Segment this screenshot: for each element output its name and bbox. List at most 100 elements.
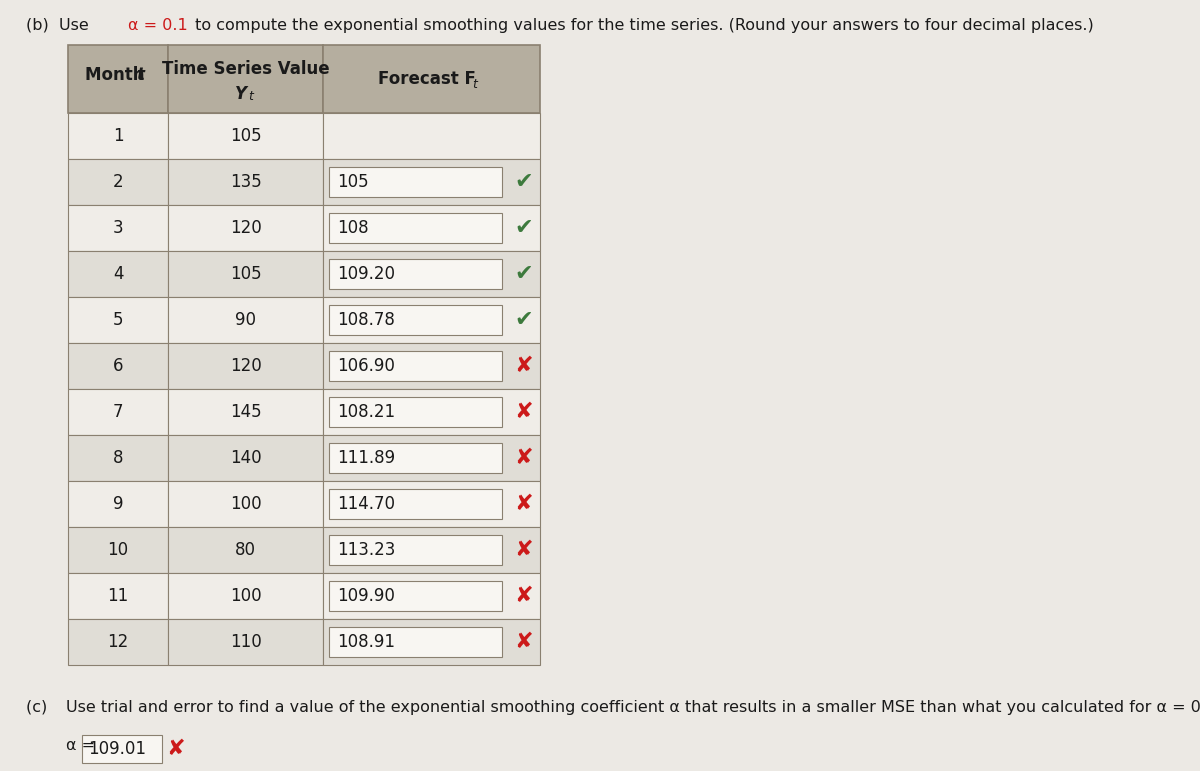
- Text: Forecast F: Forecast F: [378, 70, 475, 88]
- Bar: [82, 735, 162, 763]
- Text: t: t: [136, 66, 144, 84]
- Text: ✔: ✔: [515, 310, 533, 330]
- Bar: [168, 205, 323, 251]
- Text: 10: 10: [108, 541, 128, 559]
- Bar: [168, 389, 323, 435]
- Bar: [168, 435, 323, 481]
- Bar: [68, 389, 168, 435]
- Bar: [168, 251, 323, 297]
- Text: 2: 2: [113, 173, 124, 191]
- Bar: [323, 159, 540, 205]
- Text: 5: 5: [113, 311, 124, 329]
- Text: 108.91: 108.91: [337, 633, 395, 651]
- Text: 120: 120: [229, 357, 262, 375]
- Text: ✘: ✘: [515, 494, 533, 514]
- Bar: [329, 259, 502, 289]
- Bar: [168, 481, 323, 527]
- Text: 90: 90: [235, 311, 256, 329]
- Bar: [323, 435, 540, 481]
- Text: ✔: ✔: [515, 264, 533, 284]
- Text: ✘: ✘: [515, 402, 533, 422]
- Bar: [168, 45, 323, 113]
- Text: 111.89: 111.89: [337, 449, 395, 467]
- Bar: [68, 573, 168, 619]
- Text: Time Series Value: Time Series Value: [162, 60, 329, 78]
- Text: α =: α =: [66, 738, 101, 753]
- Bar: [329, 351, 502, 381]
- Text: to compute the exponential smoothing values for the time series. (Round your ans: to compute the exponential smoothing val…: [190, 18, 1093, 33]
- Bar: [329, 397, 502, 427]
- Bar: [323, 389, 540, 435]
- Text: 109.90: 109.90: [337, 587, 395, 605]
- Text: 105: 105: [337, 173, 368, 191]
- Text: t: t: [472, 78, 476, 90]
- Bar: [329, 535, 502, 565]
- Text: 108: 108: [337, 219, 368, 237]
- Text: α = 0.1: α = 0.1: [128, 18, 188, 33]
- Bar: [329, 167, 502, 197]
- Text: 108.78: 108.78: [337, 311, 395, 329]
- Bar: [168, 619, 323, 665]
- Bar: [168, 573, 323, 619]
- Bar: [323, 45, 540, 113]
- Bar: [68, 113, 168, 159]
- Text: 108.21: 108.21: [337, 403, 395, 421]
- Bar: [68, 527, 168, 573]
- Text: 145: 145: [229, 403, 262, 421]
- Text: 105: 105: [229, 127, 262, 145]
- Bar: [68, 481, 168, 527]
- Text: ✘: ✘: [167, 739, 185, 759]
- Text: 105: 105: [229, 265, 262, 283]
- Bar: [168, 297, 323, 343]
- Bar: [323, 205, 540, 251]
- Text: 110: 110: [229, 633, 262, 651]
- Bar: [68, 45, 168, 113]
- Bar: [323, 343, 540, 389]
- Text: 135: 135: [229, 173, 262, 191]
- Bar: [329, 305, 502, 335]
- Text: ✘: ✘: [515, 586, 533, 606]
- Text: 109.01: 109.01: [88, 740, 146, 758]
- Text: (b)  Use: (b) Use: [26, 18, 95, 33]
- Text: t: t: [248, 90, 253, 103]
- Bar: [323, 481, 540, 527]
- Text: 113.23: 113.23: [337, 541, 395, 559]
- Bar: [329, 489, 502, 519]
- Text: Y: Y: [234, 85, 246, 103]
- Bar: [168, 159, 323, 205]
- Text: 11: 11: [107, 587, 128, 605]
- Text: 80: 80: [235, 541, 256, 559]
- Text: ✘: ✘: [515, 356, 533, 376]
- Bar: [68, 343, 168, 389]
- Bar: [329, 581, 502, 611]
- Text: 12: 12: [107, 633, 128, 651]
- Text: 9: 9: [113, 495, 124, 513]
- Text: 1: 1: [113, 127, 124, 145]
- Bar: [323, 573, 540, 619]
- Text: ✘: ✘: [515, 632, 533, 652]
- Text: Use trial and error to find a value of the exponential smoothing coefficient α t: Use trial and error to find a value of t…: [66, 700, 1200, 715]
- Text: ✘: ✘: [515, 540, 533, 560]
- Bar: [168, 343, 323, 389]
- Text: 100: 100: [229, 495, 262, 513]
- Text: 4: 4: [113, 265, 124, 283]
- Bar: [329, 443, 502, 473]
- Text: 106.90: 106.90: [337, 357, 395, 375]
- Text: ✔: ✔: [515, 218, 533, 238]
- Bar: [68, 297, 168, 343]
- Text: 109.20: 109.20: [337, 265, 395, 283]
- Text: ✔: ✔: [515, 172, 533, 192]
- Text: Month: Month: [85, 66, 151, 84]
- Text: 3: 3: [113, 219, 124, 237]
- Bar: [323, 297, 540, 343]
- Text: (c): (c): [26, 700, 58, 715]
- Bar: [68, 251, 168, 297]
- Text: ✘: ✘: [515, 448, 533, 468]
- Bar: [168, 113, 323, 159]
- Bar: [329, 213, 502, 243]
- Bar: [68, 159, 168, 205]
- Text: 7: 7: [113, 403, 124, 421]
- Bar: [323, 113, 540, 159]
- Bar: [323, 251, 540, 297]
- Bar: [68, 619, 168, 665]
